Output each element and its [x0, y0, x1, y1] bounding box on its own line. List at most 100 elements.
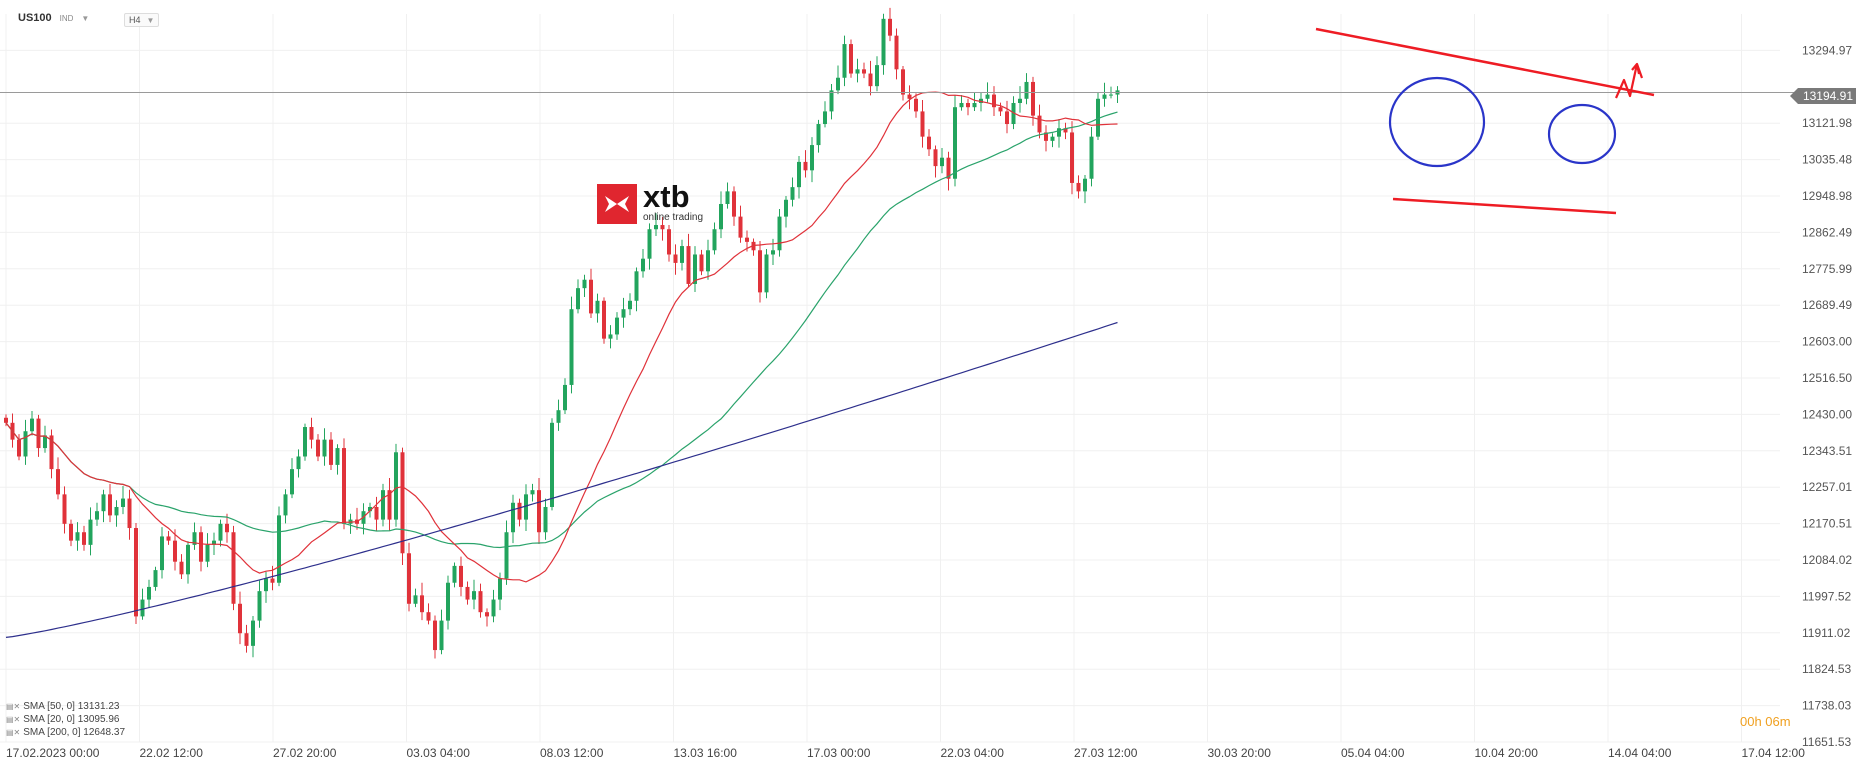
candle: [621, 309, 626, 318]
candle: [114, 506, 119, 516]
candle: [95, 511, 99, 520]
settings-icon[interactable]: ▤✕: [6, 702, 21, 711]
candle: [569, 309, 574, 385]
candle: [550, 422, 554, 507]
settings-icon[interactable]: ▤✕: [6, 728, 21, 737]
candle: [108, 494, 112, 516]
candle: [699, 254, 704, 272]
candle: [75, 532, 80, 541]
legend-label: SMA [50, 0] 13131.23: [23, 701, 120, 712]
candle: [1037, 115, 1042, 133]
candle: [290, 469, 294, 495]
candle: [537, 490, 541, 533]
x-tick-label: 17.03 00:00: [807, 746, 871, 760]
candle: [413, 595, 418, 604]
candle: [381, 490, 385, 520]
candle: [1005, 111, 1009, 125]
candle: [309, 427, 314, 440]
candle: [329, 439, 333, 465]
candle: [1044, 132, 1048, 141]
candle: [790, 187, 795, 200]
candle: [979, 98, 983, 103]
candle: [485, 612, 489, 617]
y-tick-label: 12516.50: [1802, 371, 1852, 385]
x-tick-label: 05.04 04:00: [1341, 746, 1405, 760]
candle: [836, 77, 840, 91]
x-tick-label: 10.04 20:00: [1475, 746, 1539, 760]
candle: [498, 578, 502, 600]
legend-label: SMA [20, 0] 13095.96: [23, 714, 120, 725]
candle: [88, 519, 93, 545]
candle: [524, 494, 528, 520]
candle: [394, 452, 398, 520]
candle: [927, 136, 931, 150]
candle: [810, 145, 814, 171]
candle: [465, 586, 470, 600]
candle: [745, 237, 749, 242]
candle: [49, 435, 54, 470]
legend-sma-200[interactable]: ▤✕ SMA [200, 0] 12648.37: [6, 726, 125, 739]
candle: [777, 216, 782, 251]
chevron-down-icon: ▼: [146, 16, 155, 25]
candle: [933, 149, 938, 167]
chevron-down-icon[interactable]: ▼: [81, 13, 90, 23]
candle: [894, 35, 899, 70]
legend-sma-20[interactable]: ▤✕ SMA [20, 0] 13095.96: [6, 713, 125, 726]
candle: [1089, 136, 1094, 179]
candle: [173, 540, 177, 562]
y-tick-label: 13294.97: [1802, 43, 1852, 57]
y-tick-label: 12775.99: [1802, 262, 1852, 276]
y-tick-label: 12689.49: [1802, 298, 1852, 312]
x-tick-label: 22.02 12:00: [140, 746, 204, 760]
candle: [946, 157, 951, 179]
y-tick-label: 12257.01: [1802, 480, 1852, 494]
candle: [218, 523, 223, 541]
candle: [257, 591, 262, 621]
y-tick-label: 11997.52: [1802, 589, 1851, 603]
candle: [30, 418, 34, 432]
candle: [595, 300, 600, 314]
candle: [296, 456, 301, 470]
settings-icon[interactable]: ▤✕: [6, 715, 21, 724]
candle: [628, 300, 632, 310]
y-tick-label: 13035.48: [1802, 153, 1852, 167]
candle: [719, 203, 723, 230]
candle: [1076, 182, 1081, 192]
x-tick-label: 27.03 12:00: [1074, 746, 1138, 760]
timeframe-select[interactable]: H4 ▼: [124, 13, 160, 27]
candle: [1050, 136, 1055, 141]
candle: [751, 241, 756, 251]
candle: [875, 65, 879, 87]
candle: [101, 494, 106, 512]
legend-sma-50[interactable]: ▤✕ SMA [50, 0] 13131.23: [6, 700, 125, 713]
candle: [647, 229, 652, 259]
candle: [56, 469, 60, 495]
candle: [420, 595, 424, 613]
logo-tagline: online trading: [643, 212, 704, 223]
candle: [186, 544, 190, 575]
candle: [1024, 81, 1029, 99]
candle: [179, 561, 184, 575]
candle: [504, 532, 509, 579]
candle: [511, 502, 515, 533]
highlight-circle: [1388, 76, 1486, 168]
candle: [517, 502, 522, 520]
candle: [764, 254, 769, 293]
candle: [725, 191, 730, 204]
timeframe-label: H4: [129, 15, 141, 25]
current-price-label: 13194.91: [1790, 88, 1856, 104]
symbol-header[interactable]: US100 IND ▼: [18, 12, 89, 24]
candle: [23, 431, 28, 457]
candle: [706, 250, 710, 272]
y-tick-label: 12603.00: [1802, 335, 1852, 349]
candle: [829, 90, 834, 112]
x-tick-label: 17.02.2023 00:00: [6, 746, 100, 760]
candle: [127, 498, 132, 529]
y-tick-label: 12430.00: [1802, 407, 1852, 421]
candle: [316, 439, 320, 457]
candle: [264, 578, 268, 592]
candle: [868, 73, 873, 87]
y-tick-label: 12862.49: [1802, 225, 1852, 239]
